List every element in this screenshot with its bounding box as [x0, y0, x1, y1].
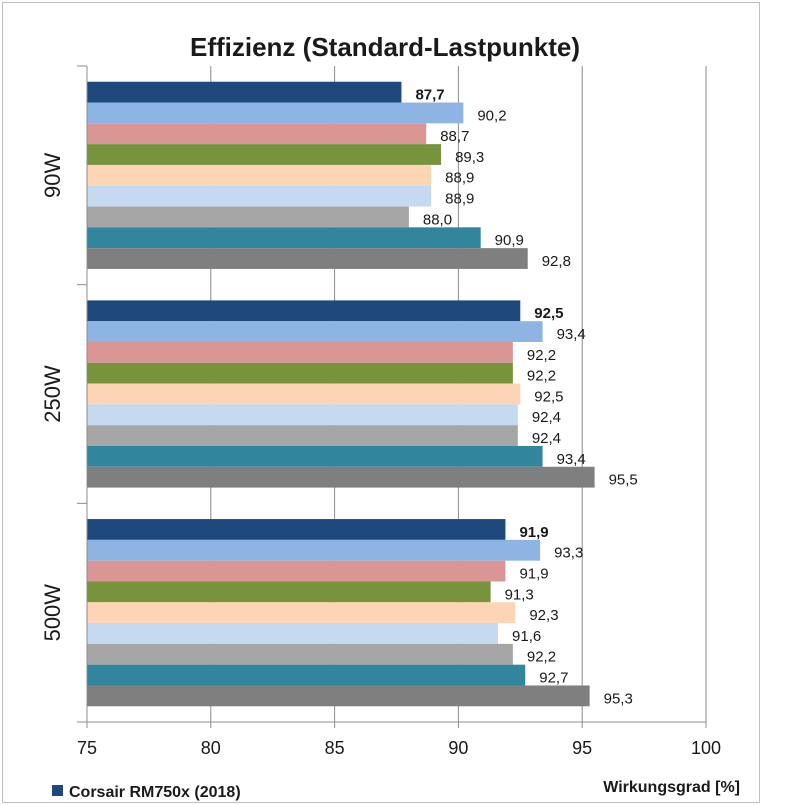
bar	[87, 664, 526, 686]
data-label: 93,4	[557, 326, 586, 343]
data-label: 88,9	[445, 191, 474, 208]
data-label: 90,9	[495, 232, 524, 249]
legend: Corsair RM750x (2018)	[52, 784, 241, 801]
bar	[87, 300, 521, 322]
x-tick-label: 75	[77, 738, 97, 758]
bar	[87, 581, 491, 603]
x-axis-label: Wirkungsgrad [%]	[603, 779, 740, 796]
data-label: 92,4	[532, 409, 561, 426]
legend-label: Corsair RM750x (2018)	[69, 784, 241, 801]
data-label: 95,3	[604, 690, 633, 707]
data-label: 91,6	[512, 628, 541, 645]
data-label: 91,9	[519, 524, 548, 541]
data-label: 93,4	[557, 451, 586, 468]
bar	[87, 102, 464, 124]
data-label: 92,4	[532, 430, 561, 447]
bar	[87, 248, 528, 269]
data-label: 92,5	[534, 305, 563, 322]
bar	[87, 144, 442, 165]
bar	[87, 321, 543, 342]
data-label: 90,2	[477, 107, 506, 124]
bar	[87, 164, 432, 186]
data-label: 88,0	[423, 211, 452, 228]
bar	[87, 623, 499, 644]
x-tick-label: 90	[448, 738, 468, 758]
bar	[87, 519, 506, 540]
legend-swatch	[52, 785, 63, 796]
data-label: 91,9	[519, 565, 548, 582]
data-label: 89,3	[455, 149, 484, 166]
bar	[87, 539, 541, 561]
bar	[87, 383, 521, 405]
data-label: 92,7	[539, 669, 568, 686]
bars: 87,7 90,2 88,7 89,3 88,9 88,9 88,0 90,9 92,8 92,5…	[87, 81, 638, 707]
x-tick-label: 100	[691, 738, 721, 758]
data-label: 88,9	[445, 170, 474, 187]
category-label: 250W	[40, 365, 65, 423]
data-label: 92,3	[529, 607, 558, 624]
x-tick-label: 85	[325, 738, 345, 758]
bar	[87, 227, 481, 249]
bar	[87, 404, 518, 426]
category-label: 90W	[40, 152, 65, 197]
bar	[87, 81, 402, 103]
x-tick-label: 80	[201, 738, 221, 758]
axes: 75 80 85 90 95 100 90W 250W 500W	[40, 65, 721, 758]
chart-title: Effizienz (Standard-Lastpunkte)	[190, 32, 580, 62]
bar	[87, 643, 513, 665]
data-label: 92,2	[527, 368, 556, 385]
data-label: 92,2	[527, 649, 556, 666]
bar	[87, 685, 590, 707]
category-label: 500W	[40, 584, 65, 642]
bar	[87, 362, 513, 384]
data-label: 88,7	[440, 128, 469, 145]
bar	[87, 446, 543, 467]
bar	[87, 185, 432, 207]
bar	[87, 206, 409, 228]
bar	[87, 602, 516, 624]
bar	[87, 123, 427, 145]
data-label: 93,3	[554, 545, 583, 562]
data-label: 92,2	[527, 347, 556, 364]
data-label: 91,3	[505, 586, 534, 603]
data-label: 95,5	[609, 472, 638, 489]
data-label: 92,8	[542, 253, 571, 270]
data-label: 87,7	[415, 87, 444, 104]
bar	[87, 342, 513, 363]
bar	[87, 560, 506, 582]
x-tick-label: 95	[572, 738, 592, 758]
data-label: 92,5	[534, 388, 563, 405]
bar	[87, 425, 518, 446]
bar	[87, 466, 595, 488]
